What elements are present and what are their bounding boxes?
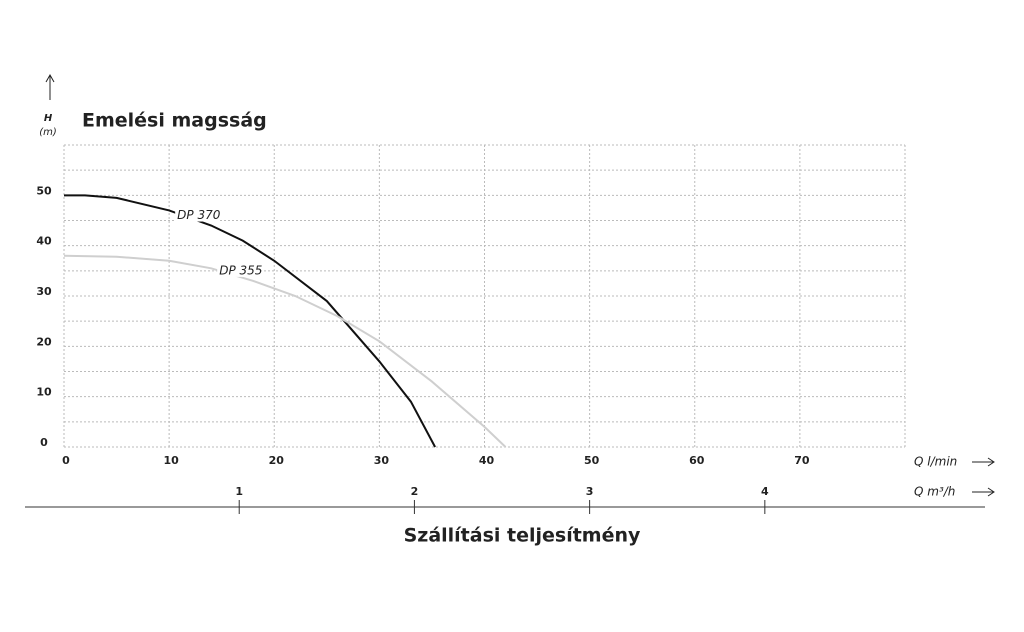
line-series (64, 194, 436, 448)
x-tick-label: 40 (479, 454, 495, 467)
x-tick-label: 0 (62, 454, 70, 467)
x-label: Q l/min (914, 455, 957, 469)
x2-tick-label: 2 (411, 485, 419, 498)
y-arrow (45, 73, 55, 100)
footer: Szállítási teljesítmény (404, 525, 641, 547)
label-bg (175, 207, 220, 222)
x-tick-label: 50 (584, 454, 600, 467)
y-tick-label: 40 (36, 235, 52, 248)
line-series (63, 254, 507, 448)
x-arrows (972, 457, 995, 497)
x-tick-label: 30 (374, 454, 390, 467)
x2-label: Q m³/h (914, 485, 955, 499)
x-tick-label: 60 (689, 454, 705, 467)
y-tick-label: 50 (36, 184, 52, 197)
y-label: H (44, 113, 53, 124)
y-tick-label: 20 (36, 335, 52, 348)
x2-tick-label: 1 (235, 485, 243, 498)
x-tick-label: 70 (794, 454, 810, 467)
x2-tick-label: 3 (586, 485, 594, 498)
x-tick-label: 10 (163, 454, 179, 467)
label-bg (217, 262, 262, 277)
y-unit: (m) (39, 127, 57, 138)
y-tick-label: 0 (40, 436, 48, 449)
series-label: DP 370 (177, 208, 221, 222)
x-tick-label: 20 (269, 454, 285, 467)
chart-title: Emelési magsság (82, 110, 267, 132)
x2-tick-label: 4 (761, 485, 769, 498)
series-label: DP 355 (219, 263, 262, 277)
y-tick-label: 30 (36, 285, 52, 298)
y-tick-label: 10 (36, 386, 52, 399)
